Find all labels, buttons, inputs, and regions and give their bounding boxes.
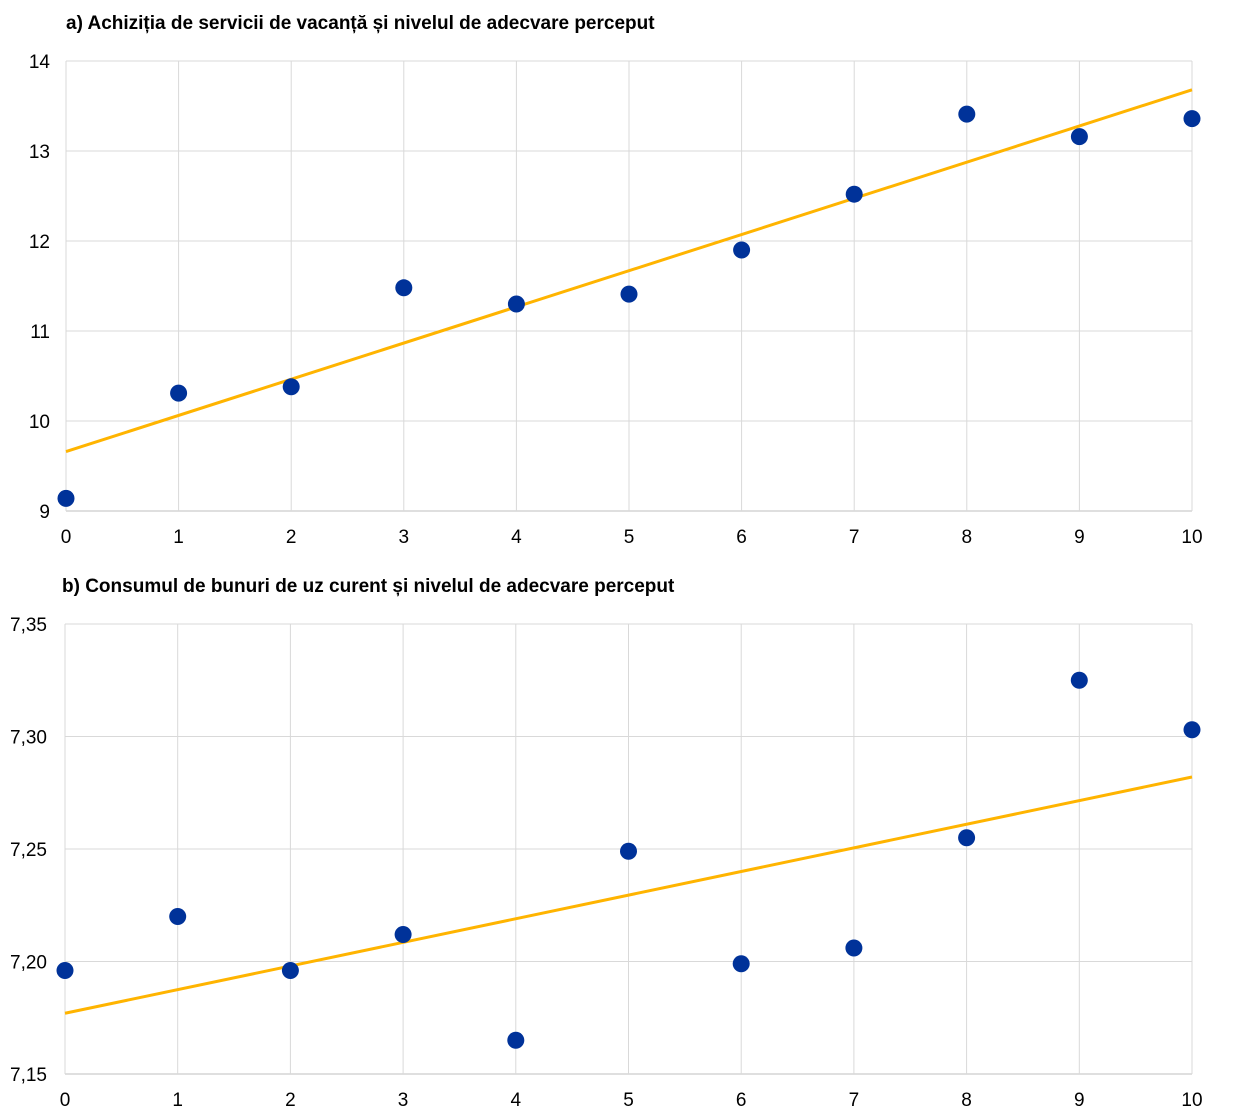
chart-a-x-tick-label: 4 (511, 527, 522, 548)
chart-a-y-tick-label: 10 (29, 412, 50, 433)
chart-a-x-ticks: 0 1 2 3 4 5 6 7 8 9 10 (61, 527, 1203, 548)
chart-a-x-tick-label: 1 (173, 527, 184, 548)
chart-b-x-tick-label: 2 (285, 1090, 296, 1111)
chart-a-y-tick-label: 14 (29, 52, 51, 73)
chart-b-data-point (845, 939, 863, 957)
chart-a-x-tick-label: 9 (1074, 527, 1085, 548)
chart-b-x-tick-label: 7 (849, 1090, 860, 1111)
chart-b-y-tick-label: 7,35 (10, 615, 47, 636)
chart-b-data-point (1070, 671, 1088, 689)
chart-a-x-tick-label: 6 (736, 527, 747, 548)
chart-b-trendline-group (64, 775, 1193, 1015)
chart-b-data-point (507, 1031, 525, 1049)
chart-a-x-tick-label: 8 (962, 527, 973, 548)
chart-a-data-point (507, 295, 525, 313)
chart-b-y-ticks: 7,15 7,20 7,25 7,30 7,35 (10, 615, 47, 1086)
chart-b-x-tick-label: 10 (1181, 1090, 1202, 1111)
chart-a-data-point (57, 489, 75, 507)
chart-b-data-point (169, 908, 187, 925)
chart-a-x-tick-label: 7 (849, 527, 860, 548)
chart-a-data-point (1070, 128, 1088, 146)
chart-b-x-tick-label: 1 (172, 1090, 183, 1111)
chart-a-x-tick-label: 5 (624, 527, 635, 548)
chart-b-data-point (56, 962, 74, 979)
chart-a-y-tick-label: 11 (30, 322, 50, 343)
chart-a-y-tick-label: 9 (39, 502, 50, 523)
chart-a-title: a) Achiziția de servicii de vacanță și n… (66, 13, 655, 34)
chart-b-points (56, 671, 1201, 1049)
chart-b-data-point (394, 926, 412, 943)
chart-a-data-point (1183, 110, 1201, 128)
chart-b-data-point (732, 955, 750, 973)
chart-b-y-tick-label: 7,25 (10, 840, 47, 861)
chart-a-data-point (958, 105, 976, 123)
chart-b-data-point (281, 962, 299, 979)
chart-b-y-tick-label: 7,20 (10, 953, 47, 974)
chart-b-x-tick-label: 6 (736, 1090, 747, 1111)
chart-b-trendline (64, 775, 1193, 1015)
chart-a-x-tick-label: 10 (1181, 527, 1202, 548)
chart-a-x-tick-label: 0 (61, 527, 72, 548)
chart-b-x-tick-label: 8 (961, 1090, 972, 1111)
chart-a-data-point (170, 384, 188, 402)
chart-a: a) Achiziția de servicii de vacanță și n… (29, 13, 1203, 548)
chart-b: b) Consumul de bunuri de uz curent și ni… (10, 576, 1203, 1111)
chart-b-data-point (620, 842, 637, 860)
chart-b-x-tick-label: 4 (511, 1090, 522, 1111)
chart-a-grid (65, 60, 1193, 512)
chart-a-trendline (65, 88, 1193, 454)
chart-a-data-point (845, 185, 863, 203)
chart-a-x-tick-label: 3 (399, 527, 410, 548)
chart-b-x-tick-label: 5 (623, 1090, 634, 1111)
chart-a-data-point (282, 378, 300, 396)
chart-a-data-point (620, 285, 638, 303)
chart-b-y-tick-label: 7,30 (10, 728, 47, 749)
chart-a-points (57, 105, 1201, 507)
chart-a-data-point (733, 241, 751, 259)
chart-a-x-tick-label: 2 (286, 527, 297, 548)
chart-b-data-point (958, 829, 976, 847)
chart-b-x-tick-label: 3 (398, 1090, 409, 1111)
chart-a-y-ticks: 9 10 11 12 13 14 (29, 52, 51, 523)
chart-b-data-point (1183, 721, 1201, 739)
chart-a-y-tick-label: 13 (29, 142, 50, 163)
chart-b-x-ticks: 0 1 2 3 4 5 6 7 8 9 10 (60, 1090, 1203, 1111)
chart-b-x-tick-label: 9 (1074, 1090, 1085, 1111)
chart-a-y-tick-label: 12 (29, 232, 50, 253)
chart-a-data-point (395, 279, 413, 297)
chart-b-title: b) Consumul de bunuri de uz curent și ni… (62, 576, 675, 597)
chart-b-x-tick-label: 0 (60, 1090, 71, 1111)
chart-b-y-tick-label: 7,15 (10, 1065, 47, 1086)
chart-a-trendline-group (65, 88, 1193, 454)
